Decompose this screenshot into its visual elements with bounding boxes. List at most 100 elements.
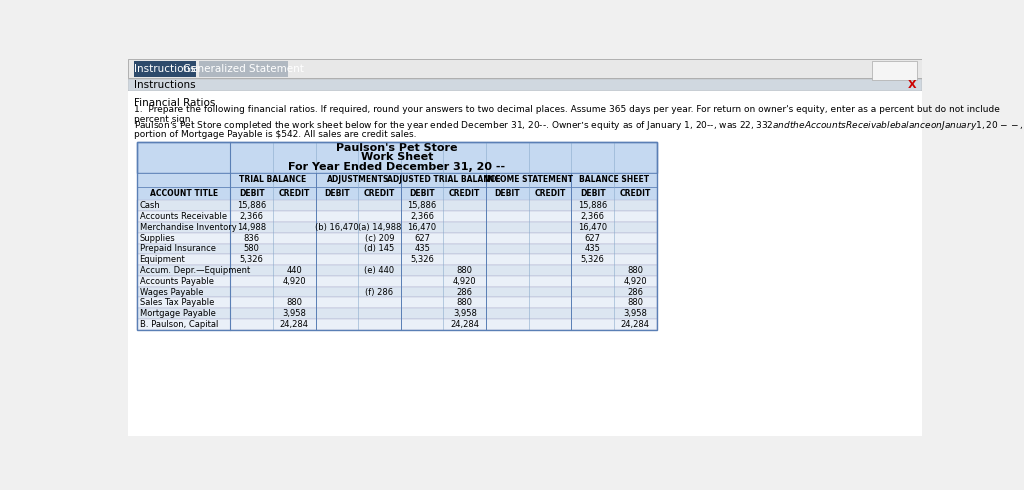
Bar [128,79,922,91]
Text: For Year Ended December 31, 20 --: For Year Ended December 31, 20 -- [289,162,506,172]
Bar [128,59,922,78]
Text: 5,326: 5,326 [411,255,434,264]
Bar [137,142,656,330]
Text: DEBIT: DEBIT [580,189,605,198]
Text: 286: 286 [457,288,473,296]
Text: Cash: Cash [139,201,161,210]
Bar [137,142,656,173]
Text: Mortgage Payable: Mortgage Payable [139,309,215,318]
Bar [137,308,656,319]
Text: 627: 627 [414,234,430,243]
Text: Accum. Depr.—Equipment: Accum. Depr.—Equipment [139,266,250,275]
Text: DEBIT: DEBIT [324,189,349,198]
Bar [137,244,656,254]
Text: 4,920: 4,920 [453,277,476,286]
Text: Supplies: Supplies [139,234,175,243]
Text: Equipment: Equipment [139,255,185,264]
Bar [137,222,656,233]
Text: CREDIT: CREDIT [620,189,651,198]
Bar [137,297,656,308]
Text: 2,366: 2,366 [411,212,434,221]
Text: 880: 880 [287,298,302,307]
Text: 627: 627 [585,234,601,243]
Bar [137,211,656,222]
Text: Sales Tax Payable: Sales Tax Payable [139,298,214,307]
Text: INCOME STATEMENT: INCOME STATEMENT [484,175,572,184]
Bar [137,276,656,287]
Bar [134,61,197,76]
Text: 5,326: 5,326 [581,255,604,264]
Text: 3,958: 3,958 [624,309,647,318]
Text: DEBIT: DEBIT [410,189,435,198]
Text: Accounts Receivable: Accounts Receivable [139,212,226,221]
Text: Prepaid Insurance: Prepaid Insurance [139,245,216,253]
Text: 16,470: 16,470 [408,223,436,232]
Text: Paulson’s Pet Store completed the work sheet below for the year ended December 3: Paulson’s Pet Store completed the work s… [134,119,1024,132]
Text: Generalized Statement: Generalized Statement [183,64,304,74]
Text: 24,284: 24,284 [451,320,479,329]
Bar [137,265,656,276]
Text: (c) 209: (c) 209 [365,234,394,243]
Text: CREDIT: CREDIT [450,189,480,198]
Text: Instructions: Instructions [134,64,196,74]
Text: 880: 880 [628,298,643,307]
Text: (a) 14,988: (a) 14,988 [357,223,401,232]
Text: 435: 435 [414,245,430,253]
Text: ACCOUNT TITLE: ACCOUNT TITLE [150,189,218,198]
Bar [137,187,656,200]
Text: CREDIT: CREDIT [364,189,395,198]
Text: 880: 880 [457,298,473,307]
Text: 880: 880 [628,266,643,275]
Text: B. Paulson, Capital: B. Paulson, Capital [139,320,218,329]
Text: 580: 580 [244,245,259,253]
Text: 15,886: 15,886 [408,201,437,210]
Text: 16,470: 16,470 [579,223,607,232]
Text: Wages Payable: Wages Payable [139,288,203,296]
Text: BALANCE SHEET: BALANCE SHEET [579,175,649,184]
Text: 836: 836 [244,234,260,243]
Text: ADJUSTED TRIAL BALANCE: ADJUSTED TRIAL BALANCE [387,175,501,184]
Text: 880: 880 [457,266,473,275]
Text: CREDIT: CREDIT [279,189,310,198]
Bar [137,287,656,297]
Text: 440: 440 [287,266,302,275]
Bar [137,173,656,187]
Text: 15,886: 15,886 [578,201,607,210]
Text: Paulson's Pet Store: Paulson's Pet Store [336,143,458,153]
Text: X: X [908,80,916,90]
Text: CREDIT: CREDIT [535,189,565,198]
Text: 24,284: 24,284 [621,320,650,329]
Text: ADJUSTMENTS: ADJUSTMENTS [327,175,389,184]
Text: Instructions: Instructions [134,80,196,90]
Text: Merchandise Inventory: Merchandise Inventory [139,223,237,232]
Text: (d) 145: (d) 145 [365,245,394,253]
Bar [872,61,916,79]
Text: (b) 16,470: (b) 16,470 [315,223,358,232]
Text: DEBIT: DEBIT [495,189,520,198]
Bar [200,61,289,76]
Text: 3,958: 3,958 [453,309,477,318]
Text: (f) 286: (f) 286 [366,288,393,296]
Text: 2,366: 2,366 [240,212,263,221]
Text: 14,988: 14,988 [237,223,266,232]
Text: 2,366: 2,366 [581,212,604,221]
Bar [137,233,656,244]
Text: 24,284: 24,284 [280,320,309,329]
Bar [137,200,656,211]
Text: 5,326: 5,326 [240,255,263,264]
Text: 1.  Prepare the following financial ratios. If required, round your answers to t: 1. Prepare the following financial ratio… [134,104,1000,124]
Bar [137,254,656,265]
Text: 4,920: 4,920 [624,277,647,286]
Text: Financial Ratios: Financial Ratios [134,98,216,108]
Text: 3,958: 3,958 [283,309,306,318]
Text: DEBIT: DEBIT [239,189,264,198]
Text: 286: 286 [628,288,643,296]
Text: 435: 435 [585,245,600,253]
Text: Accounts Payable: Accounts Payable [139,277,214,286]
Text: 15,886: 15,886 [237,201,266,210]
Text: portion of Mortgage Payable is $542. All sales are credit sales.: portion of Mortgage Payable is $542. All… [134,130,417,139]
Text: 4,920: 4,920 [283,277,306,286]
Bar [137,319,656,330]
Text: (e) 440: (e) 440 [365,266,394,275]
Text: Work Sheet: Work Sheet [360,152,433,162]
